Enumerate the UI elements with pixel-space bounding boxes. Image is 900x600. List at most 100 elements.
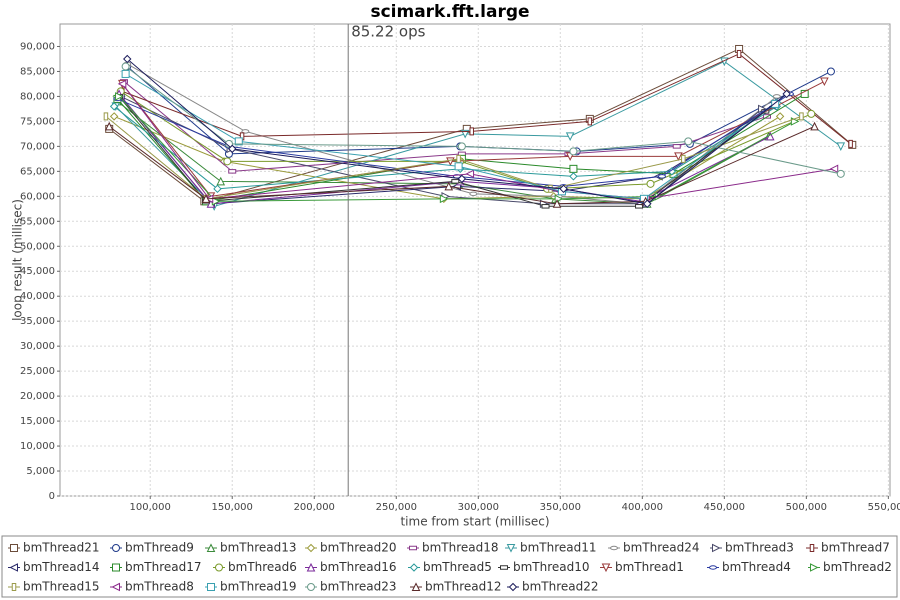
point bbox=[121, 69, 130, 78]
legend-label: bmThread6 bbox=[228, 560, 297, 574]
x-tick-label: 550,000 bbox=[868, 502, 900, 513]
point bbox=[836, 169, 845, 178]
point bbox=[457, 142, 466, 151]
point bbox=[771, 99, 780, 108]
point bbox=[552, 199, 562, 208]
point bbox=[454, 162, 463, 171]
point bbox=[121, 62, 130, 71]
point bbox=[112, 544, 120, 552]
y-tick-label: 75,000 bbox=[20, 116, 55, 127]
chart-title: scimark.fft.large bbox=[370, 2, 529, 22]
point bbox=[228, 144, 237, 154]
point bbox=[829, 164, 839, 174]
series bbox=[123, 54, 791, 209]
series-line bbox=[113, 105, 778, 190]
legend-box bbox=[1, 535, 898, 598]
series-line bbox=[115, 60, 842, 207]
point bbox=[559, 184, 568, 194]
x-tick-label: 450,000 bbox=[704, 502, 745, 513]
legend-label: bmThread15 bbox=[23, 580, 100, 594]
point bbox=[409, 545, 417, 551]
point bbox=[848, 139, 853, 148]
point bbox=[569, 164, 578, 173]
legend-label: bmThread19 bbox=[220, 580, 297, 594]
point bbox=[569, 172, 578, 181]
point bbox=[508, 582, 518, 592]
point bbox=[772, 94, 781, 99]
point bbox=[201, 194, 211, 203]
point bbox=[117, 79, 127, 89]
legend-label: bmThread23 bbox=[320, 580, 397, 594]
point bbox=[836, 142, 846, 151]
legend-label: bmThread18 bbox=[422, 541, 499, 555]
series-line bbox=[120, 91, 812, 190]
point bbox=[206, 543, 216, 552]
point bbox=[820, 77, 829, 87]
point bbox=[736, 49, 742, 58]
point bbox=[681, 154, 686, 163]
point bbox=[111, 582, 120, 592]
legend-label: bmThread21 bbox=[23, 541, 100, 555]
point bbox=[541, 204, 550, 209]
series-line bbox=[118, 96, 796, 202]
series-line bbox=[126, 58, 787, 205]
point bbox=[500, 565, 508, 570]
series-line bbox=[108, 48, 853, 202]
y-tick-label: 5,000 bbox=[26, 466, 55, 477]
point bbox=[123, 54, 132, 64]
point bbox=[109, 112, 119, 121]
series-line bbox=[117, 101, 769, 205]
legend-label: bmThread4 bbox=[722, 560, 791, 574]
legend-label: bmThread14 bbox=[23, 560, 100, 574]
point bbox=[712, 543, 721, 553]
point bbox=[216, 176, 226, 186]
point bbox=[672, 144, 681, 149]
y-tick-label: 80,000 bbox=[20, 91, 55, 102]
x-tick-label: 200,000 bbox=[294, 502, 335, 513]
legend-label: bmThread20 bbox=[320, 541, 397, 555]
x-axis-label: time from start (millisec) bbox=[400, 515, 549, 529]
y-tick-label: 30,000 bbox=[20, 341, 55, 352]
legend-label: bmThread3 bbox=[725, 541, 794, 555]
point bbox=[228, 169, 237, 174]
y-tick-label: 70,000 bbox=[20, 141, 55, 152]
legend-label: bmThread7 bbox=[821, 541, 890, 555]
point bbox=[646, 179, 655, 188]
legend-label: bmThread5 bbox=[423, 560, 492, 574]
series-line bbox=[121, 80, 825, 197]
point bbox=[234, 137, 243, 146]
point bbox=[306, 543, 316, 553]
y-tick-label: 40,000 bbox=[20, 291, 55, 302]
point bbox=[241, 129, 250, 134]
point bbox=[10, 544, 18, 552]
point bbox=[215, 563, 223, 572]
point bbox=[207, 583, 215, 591]
series-line bbox=[121, 83, 835, 200]
legend-label: bmThread11 bbox=[520, 541, 597, 555]
point bbox=[444, 181, 454, 191]
legend-label: bmThread1 bbox=[615, 560, 684, 574]
point bbox=[800, 89, 809, 98]
y-tick-label: 45,000 bbox=[20, 266, 55, 277]
legend-label: bmThread13 bbox=[220, 541, 297, 555]
point bbox=[457, 174, 467, 184]
point bbox=[610, 545, 618, 551]
point bbox=[306, 562, 316, 572]
y-tick-label: 65,000 bbox=[20, 166, 55, 177]
x-tick-label: 300,000 bbox=[458, 502, 499, 513]
series-line bbox=[118, 96, 766, 207]
point bbox=[667, 167, 677, 176]
x-tick-label: 350,000 bbox=[540, 502, 581, 513]
point bbox=[810, 121, 819, 131]
series-line bbox=[125, 73, 776, 200]
x-tick-label: 150,000 bbox=[212, 502, 253, 513]
point bbox=[782, 89, 791, 99]
point bbox=[439, 194, 449, 204]
x-tick-label: 500,000 bbox=[786, 502, 827, 513]
point bbox=[112, 563, 120, 572]
y-tick-label: 35,000 bbox=[20, 316, 55, 327]
legend-label: bmThread9 bbox=[125, 541, 194, 555]
y-tick-label: 10,000 bbox=[20, 441, 55, 452]
point bbox=[601, 563, 611, 573]
